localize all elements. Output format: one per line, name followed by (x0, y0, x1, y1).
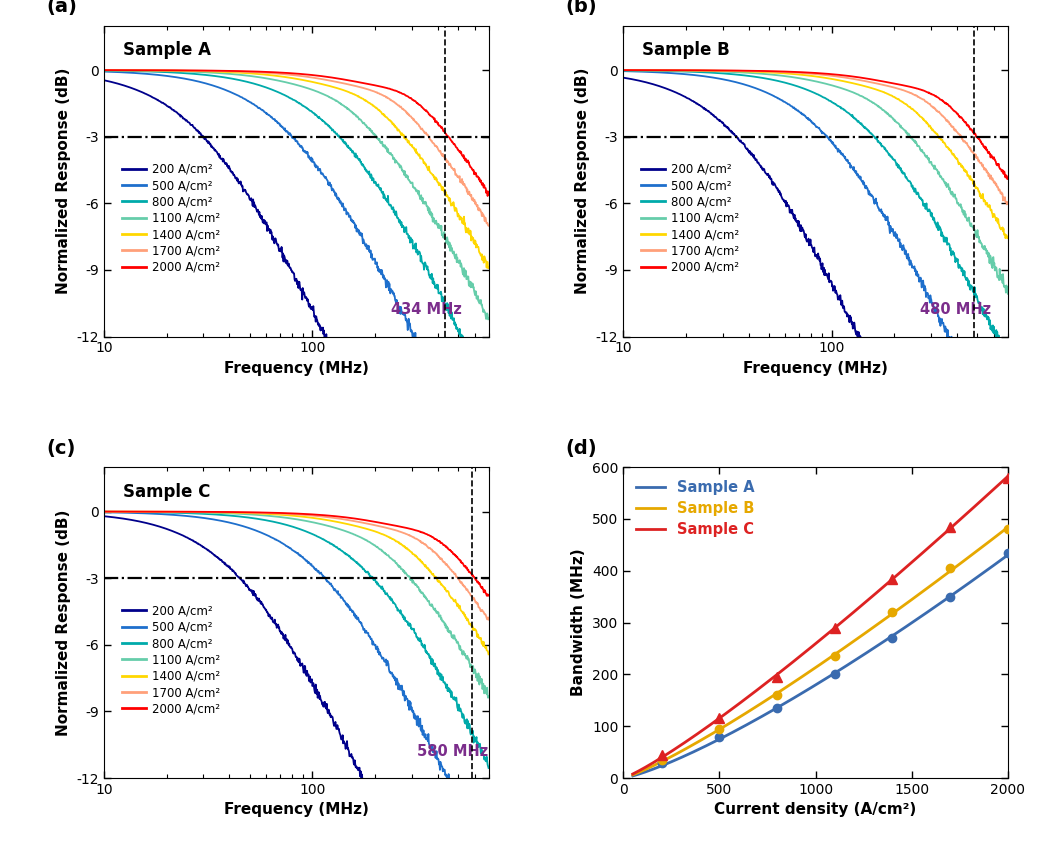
Y-axis label: Normalized Response (dB): Normalized Response (dB) (576, 68, 590, 294)
Legend: 200 A/cm², 500 A/cm², 800 A/cm², 1100 A/cm², 1400 A/cm², 1700 A/cm², 2000 A/cm²: 200 A/cm², 500 A/cm², 800 A/cm², 1100 A/… (117, 158, 224, 279)
Text: (a): (a) (46, 0, 77, 16)
Text: (c): (c) (46, 439, 76, 457)
Legend: 200 A/cm², 500 A/cm², 800 A/cm², 1100 A/cm², 1400 A/cm², 1700 A/cm², 2000 A/cm²: 200 A/cm², 500 A/cm², 800 A/cm², 1100 A/… (637, 158, 744, 279)
Text: 480 MHz: 480 MHz (920, 303, 990, 317)
X-axis label: Frequency (MHz): Frequency (MHz) (223, 361, 369, 376)
X-axis label: Frequency (MHz): Frequency (MHz) (743, 361, 888, 376)
X-axis label: Current density (A/cm²): Current density (A/cm²) (715, 803, 916, 817)
Y-axis label: Normalized Response (dB): Normalized Response (dB) (56, 68, 71, 294)
Legend: 200 A/cm², 500 A/cm², 800 A/cm², 1100 A/cm², 1400 A/cm², 1700 A/cm², 2000 A/cm²: 200 A/cm², 500 A/cm², 800 A/cm², 1100 A/… (117, 599, 224, 720)
Text: Sample C: Sample C (124, 483, 211, 501)
Text: (b): (b) (565, 0, 597, 16)
Y-axis label: Bandwidth (MHz): Bandwidth (MHz) (571, 549, 586, 697)
Text: Sample A: Sample A (124, 41, 211, 59)
Text: 580 MHz: 580 MHz (418, 744, 488, 759)
Text: (d): (d) (565, 439, 597, 457)
Legend: Sample A, Sample B, Sample C: Sample A, Sample B, Sample C (631, 475, 761, 543)
Y-axis label: Normalized Response (dB): Normalized Response (dB) (56, 510, 71, 736)
Text: Sample B: Sample B (642, 41, 730, 59)
X-axis label: Frequency (MHz): Frequency (MHz) (223, 803, 369, 817)
Text: 434 MHz: 434 MHz (391, 303, 462, 317)
